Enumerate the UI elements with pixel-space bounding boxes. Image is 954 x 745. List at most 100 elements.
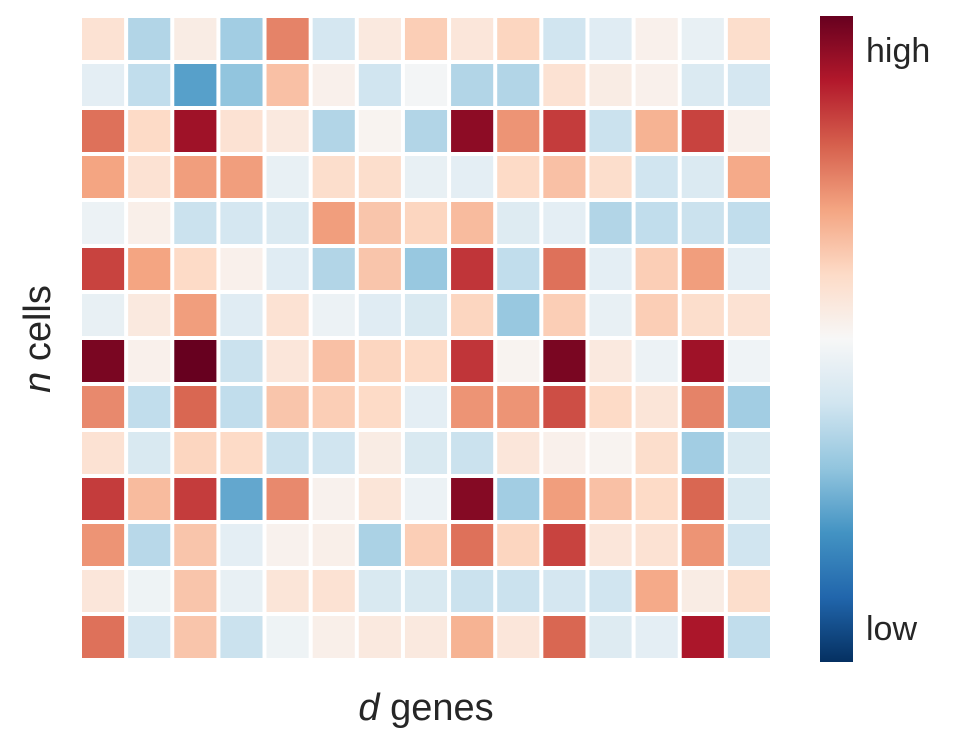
- heatmap-cell-r13-c14: [727, 616, 770, 658]
- heatmap-cell-r1-c11: [589, 64, 632, 106]
- heatmap-cell-r0-c2: [174, 18, 217, 60]
- heatmap-cell-r2-c8: [451, 110, 494, 152]
- heatmap-cell-r9-c12: [635, 432, 678, 474]
- heatmap-cell-r7-c3: [220, 340, 263, 382]
- heatmap-cell-r4-c1: [128, 202, 171, 244]
- heatmap-cell-r3-c4: [266, 156, 309, 198]
- heatmap-cell-r13-c10: [543, 616, 586, 658]
- heatmap-cell-r2-c5: [312, 110, 355, 152]
- heatmap-cell-r4-c11: [589, 202, 632, 244]
- heatmap-cell-r7-c10: [543, 340, 586, 382]
- heatmap-cell-r6-c10: [543, 294, 586, 336]
- heatmap-cell-r10-c13: [681, 478, 724, 520]
- heatmap-cell-r13-c4: [266, 616, 309, 658]
- heatmap-cell-r12-c11: [589, 570, 632, 612]
- heatmap-cell-r9-c2: [174, 432, 217, 474]
- heatmap-cell-r6-c14: [727, 294, 770, 336]
- heatmap-cell-r3-c10: [543, 156, 586, 198]
- heatmap-cell-r2-c12: [635, 110, 678, 152]
- heatmap-cell-r0-c14: [727, 18, 770, 60]
- heatmap-cell-r11-c14: [727, 524, 770, 566]
- colorbar-high-label: high: [866, 32, 930, 70]
- heatmap-cell-r8-c9: [497, 386, 540, 428]
- heatmap-cell-r13-c9: [497, 616, 540, 658]
- heatmap-cell-r12-c2: [174, 570, 217, 612]
- heatmap-cell-r12-c14: [727, 570, 770, 612]
- heatmap-cell-r8-c13: [681, 386, 724, 428]
- heatmap-cell-r1-c9: [497, 64, 540, 106]
- heatmap-cell-r11-c13: [681, 524, 724, 566]
- heatmap-cell-r7-c1: [128, 340, 171, 382]
- heatmap-cell-r2-c6: [358, 110, 401, 152]
- heatmap-cell-r7-c12: [635, 340, 678, 382]
- heatmap-cell-r12-c10: [543, 570, 586, 612]
- heatmap-cell-r11-c11: [589, 524, 632, 566]
- heatmap-cell-r4-c0: [82, 202, 125, 244]
- heatmap-cell-r1-c10: [543, 64, 586, 106]
- heatmap-cell-r5-c8: [451, 248, 494, 290]
- heatmap-cell-r0-c7: [404, 18, 448, 60]
- heatmap-cell-r13-c6: [358, 616, 401, 658]
- heatmap-cell-r4-c4: [266, 202, 309, 244]
- heatmap-cell-r3-c6: [358, 156, 401, 198]
- heatmap-cell-r9-c5: [312, 432, 355, 474]
- heatmap-cell-r11-c3: [220, 524, 263, 566]
- heatmap-cell-r8-c3: [220, 386, 263, 428]
- heatmap-cell-r10-c10: [543, 478, 586, 520]
- heatmap-cell-r2-c7: [404, 110, 448, 152]
- heatmap-cell-r2-c10: [543, 110, 586, 152]
- heatmap-cell-r10-c11: [589, 478, 632, 520]
- heatmap-cell-r0-c4: [266, 18, 309, 60]
- heatmap-cell-r5-c12: [635, 248, 678, 290]
- heatmap-cell-r1-c5: [312, 64, 355, 106]
- heatmap-cell-r6-c3: [220, 294, 263, 336]
- heatmap-cell-r5-c14: [727, 248, 770, 290]
- heatmap-cell-r7-c14: [727, 340, 770, 382]
- heatmap-cell-r10-c7: [404, 478, 448, 520]
- heatmap-cell-r6-c6: [358, 294, 401, 336]
- heatmap-cell-r0-c9: [497, 18, 540, 60]
- heatmap-cell-r2-c2: [174, 110, 217, 152]
- heatmap-cell-r5-c11: [589, 248, 632, 290]
- heatmap-cell-r3-c12: [635, 156, 678, 198]
- heatmap-cell-r9-c6: [358, 432, 401, 474]
- heatmap-cell-r3-c3: [220, 156, 263, 198]
- heatmap-cell-r12-c12: [635, 570, 678, 612]
- heatmap-cell-r3-c11: [589, 156, 632, 198]
- heatmap-cell-r7-c0: [82, 340, 125, 382]
- heatmap-cell-r0-c0: [82, 18, 125, 60]
- heatmap-cell-r13-c0: [82, 616, 125, 658]
- heatmap-cell-r9-c1: [128, 432, 171, 474]
- heatmap-cell-r12-c7: [404, 570, 448, 612]
- heatmap-cell-r12-c5: [312, 570, 355, 612]
- heatmap-cell-r6-c11: [589, 294, 632, 336]
- heatmap-cell-r10-c2: [174, 478, 217, 520]
- heatmap-cell-r9-c10: [543, 432, 586, 474]
- heatmap-cell-r0-c10: [543, 18, 586, 60]
- heatmap-cell-r3-c7: [404, 156, 448, 198]
- heatmap-cell-r11-c1: [128, 524, 171, 566]
- heatmap-cell-r10-c12: [635, 478, 678, 520]
- heatmap-cell-r8-c10: [543, 386, 586, 428]
- x-axis-label: d genes: [358, 687, 493, 729]
- heatmap-cell-r8-c2: [174, 386, 217, 428]
- heatmap-cell-r11-c12: [635, 524, 678, 566]
- heatmap-cell-r1-c12: [635, 64, 678, 106]
- heatmap-cell-r11-c7: [404, 524, 448, 566]
- heatmap-cell-r3-c5: [312, 156, 355, 198]
- heatmap-cell-r13-c13: [681, 616, 724, 658]
- heatmap-cell-r2-c4: [266, 110, 309, 152]
- heatmap-cell-r10-c8: [451, 478, 494, 520]
- heatmap-cell-r6-c1: [128, 294, 171, 336]
- heatmap-cell-r6-c8: [451, 294, 494, 336]
- heatmap-cell-r3-c0: [82, 156, 125, 198]
- heatmap-cell-r5-c5: [312, 248, 355, 290]
- heatmap-cell-r10-c1: [128, 478, 171, 520]
- heatmap-cell-r1-c1: [128, 64, 171, 106]
- heatmap-cell-r1-c4: [266, 64, 309, 106]
- heatmap-cell-r2-c3: [220, 110, 263, 152]
- heatmap-cell-r1-c3: [220, 64, 263, 106]
- heatmap-cell-r10-c6: [358, 478, 401, 520]
- heatmap-cell-r0-c3: [220, 18, 263, 60]
- heatmap-cell-r5-c0: [82, 248, 125, 290]
